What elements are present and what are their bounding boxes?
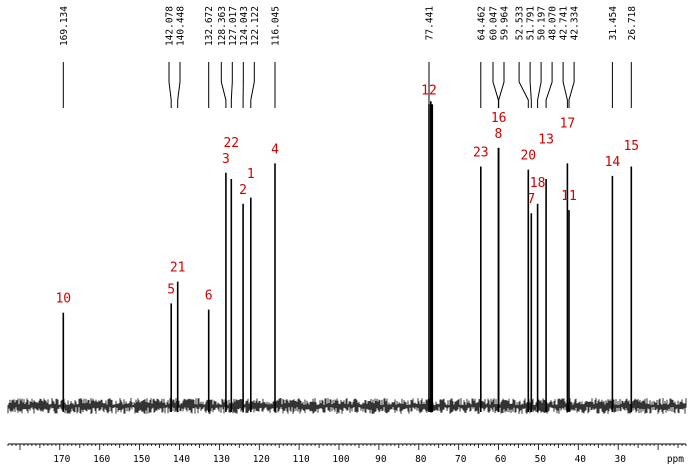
peak-shift-label: 31.454 <box>608 6 619 41</box>
peak-label-leader <box>168 62 172 108</box>
peak-label-leader <box>537 62 542 108</box>
assignment-label: 5 <box>167 282 175 297</box>
assignment-label: 14 <box>605 155 621 170</box>
peak-shift-label: 42.741 <box>559 6 570 41</box>
peak-shift-label: 59.964 <box>500 6 511 41</box>
x-tick-label: 120 <box>253 454 270 465</box>
assignment-label: 4 <box>271 142 279 157</box>
peak-label-leader <box>220 62 227 108</box>
peak-label-leader <box>545 62 553 108</box>
assignment-label: 13 <box>538 133 554 148</box>
x-tick-label: 130 <box>213 454 230 465</box>
peak-shift-label: 51.791 <box>526 6 537 41</box>
peak-label-leader <box>492 62 499 108</box>
peak-shift-labels-group: 169.134 142.078 140.448 132.672 128.363 127.0… <box>59 6 638 108</box>
assignment-label: 17 <box>560 117 576 132</box>
peak-shift-label: 52.533 <box>515 6 526 40</box>
assignment-label: 15 <box>623 139 639 154</box>
peak-shift-label: 140.448 <box>176 6 187 46</box>
peak-shift-label: 132.672 <box>204 6 215 46</box>
peak-label-leader <box>230 62 233 108</box>
x-tick-label: 170 <box>53 454 70 465</box>
assignment-label: 18 <box>530 176 546 191</box>
x-tick-label: 100 <box>332 454 349 465</box>
peak-shift-label: 42.334 <box>570 6 581 41</box>
assignment-label: 6 <box>205 289 213 304</box>
peak-label-leader <box>518 62 529 108</box>
x-tick-label: 50 <box>535 454 547 465</box>
x-tick-label: 90 <box>375 454 387 465</box>
x-tick-label: 140 <box>173 454 190 465</box>
peak-shift-label: 128.363 <box>217 6 228 46</box>
peak-shift-label: 26.718 <box>627 6 638 41</box>
x-axis-unit-label: ppm <box>667 454 684 465</box>
baseline-noise-group <box>7 398 687 414</box>
x-tick-label: 80 <box>415 454 427 465</box>
peak-shift-label: 142.078 <box>165 6 176 46</box>
peak-shift-label: 116.045 <box>271 6 282 46</box>
peak-shift-label: 124.043 <box>239 6 250 46</box>
x-tick-label: 150 <box>133 454 150 465</box>
x-tick-label: 40 <box>575 454 587 465</box>
assignment-label: 10 <box>55 292 71 307</box>
x-tick-label: 160 <box>93 454 110 465</box>
peak-label-leader <box>562 62 568 108</box>
assignment-label: 21 <box>170 261 186 276</box>
peak-shift-label: 48.070 <box>548 6 559 41</box>
peak-shift-label: 122.122 <box>250 6 261 46</box>
x-tick-label: 30 <box>614 454 626 465</box>
x-tick-label: 70 <box>455 454 467 465</box>
peak-lines-group <box>62 101 633 412</box>
assignment-label: 3 <box>222 152 230 167</box>
assignment-label: 8 <box>494 127 502 142</box>
peak-label-leader <box>498 62 505 108</box>
peak-label-leader <box>250 62 255 108</box>
baseline-noise <box>7 398 687 414</box>
peak-label-leader <box>529 62 532 108</box>
peak-label-leader <box>568 62 575 108</box>
peak-shift-label: 169.134 <box>59 6 70 46</box>
assignment-label: 20 <box>520 149 536 164</box>
peak-label-leader <box>177 62 181 108</box>
x-tick-label: 110 <box>293 454 310 465</box>
assignment-label: 23 <box>473 146 489 161</box>
assignment-label: 1 <box>247 167 255 182</box>
assignment-label: 7 <box>527 192 535 207</box>
assignment-label: 11 <box>561 189 577 204</box>
assignment-label: 22 <box>223 136 239 151</box>
x-tick-label: 60 <box>495 454 507 465</box>
peak-shift-label: 77.441 <box>425 6 436 41</box>
peak-shift-label: 60.047 <box>489 6 500 40</box>
peak-shift-label: 127.017 <box>228 6 239 46</box>
peak-shift-label: 64.462 <box>476 6 487 40</box>
assignment-label: 12 <box>421 83 437 98</box>
assignment-label: 2 <box>239 183 247 198</box>
x-axis: 170 160 150 140 130 120 110 100 90 80 70 60 50 40 30 pp… <box>7 443 687 465</box>
peak-shift-label: 50.197 <box>537 6 548 40</box>
assignment-label: 16 <box>491 111 507 126</box>
